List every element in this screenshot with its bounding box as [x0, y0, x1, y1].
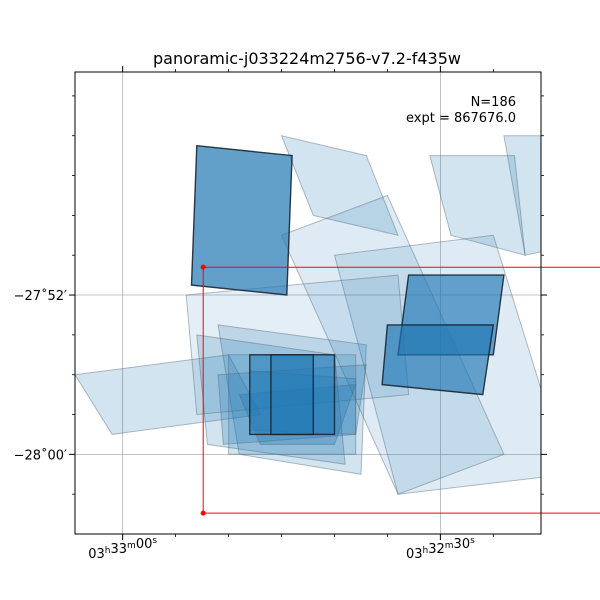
reference-box-corner [200, 510, 206, 516]
footprint-polygon [557, 136, 600, 236]
footprint-polygon [381, 324, 495, 396]
x-tick-label: 03h33m00s [88, 536, 157, 562]
footprint-polygon [270, 354, 314, 436]
y-tick-label: −28˚00′ [14, 447, 67, 463]
axis-ticks: 03h33m00s03h32m30s03h32m00s−27˚52′−28˚00… [14, 66, 547, 562]
x-tick-label: 03h32m30s [406, 536, 475, 562]
grid-lines [75, 72, 541, 534]
footprint-polygon [185, 274, 410, 416]
plot-frame [74, 71, 542, 535]
footprint-polygon [190, 144, 293, 296]
count-annotation: N=186 [471, 95, 516, 110]
y-tick-label: −27˚52′ [14, 288, 67, 304]
footprint-polygon [429, 155, 526, 256]
footprint-polygon [503, 135, 541, 256]
footprint-polygon [562, 275, 600, 355]
reference-box-layer [200, 264, 600, 516]
reference-box-corner [200, 264, 206, 270]
footprint-polygon [546, 325, 600, 395]
exposure-annotation: expt = 867676.0 [406, 111, 516, 126]
reference-box [202, 266, 600, 514]
chart-title: panoramic-j033224m2756-v7.2-f435w [153, 49, 461, 68]
footprint-layer [75, 134, 600, 495]
footprint-polygon [280, 134, 399, 237]
